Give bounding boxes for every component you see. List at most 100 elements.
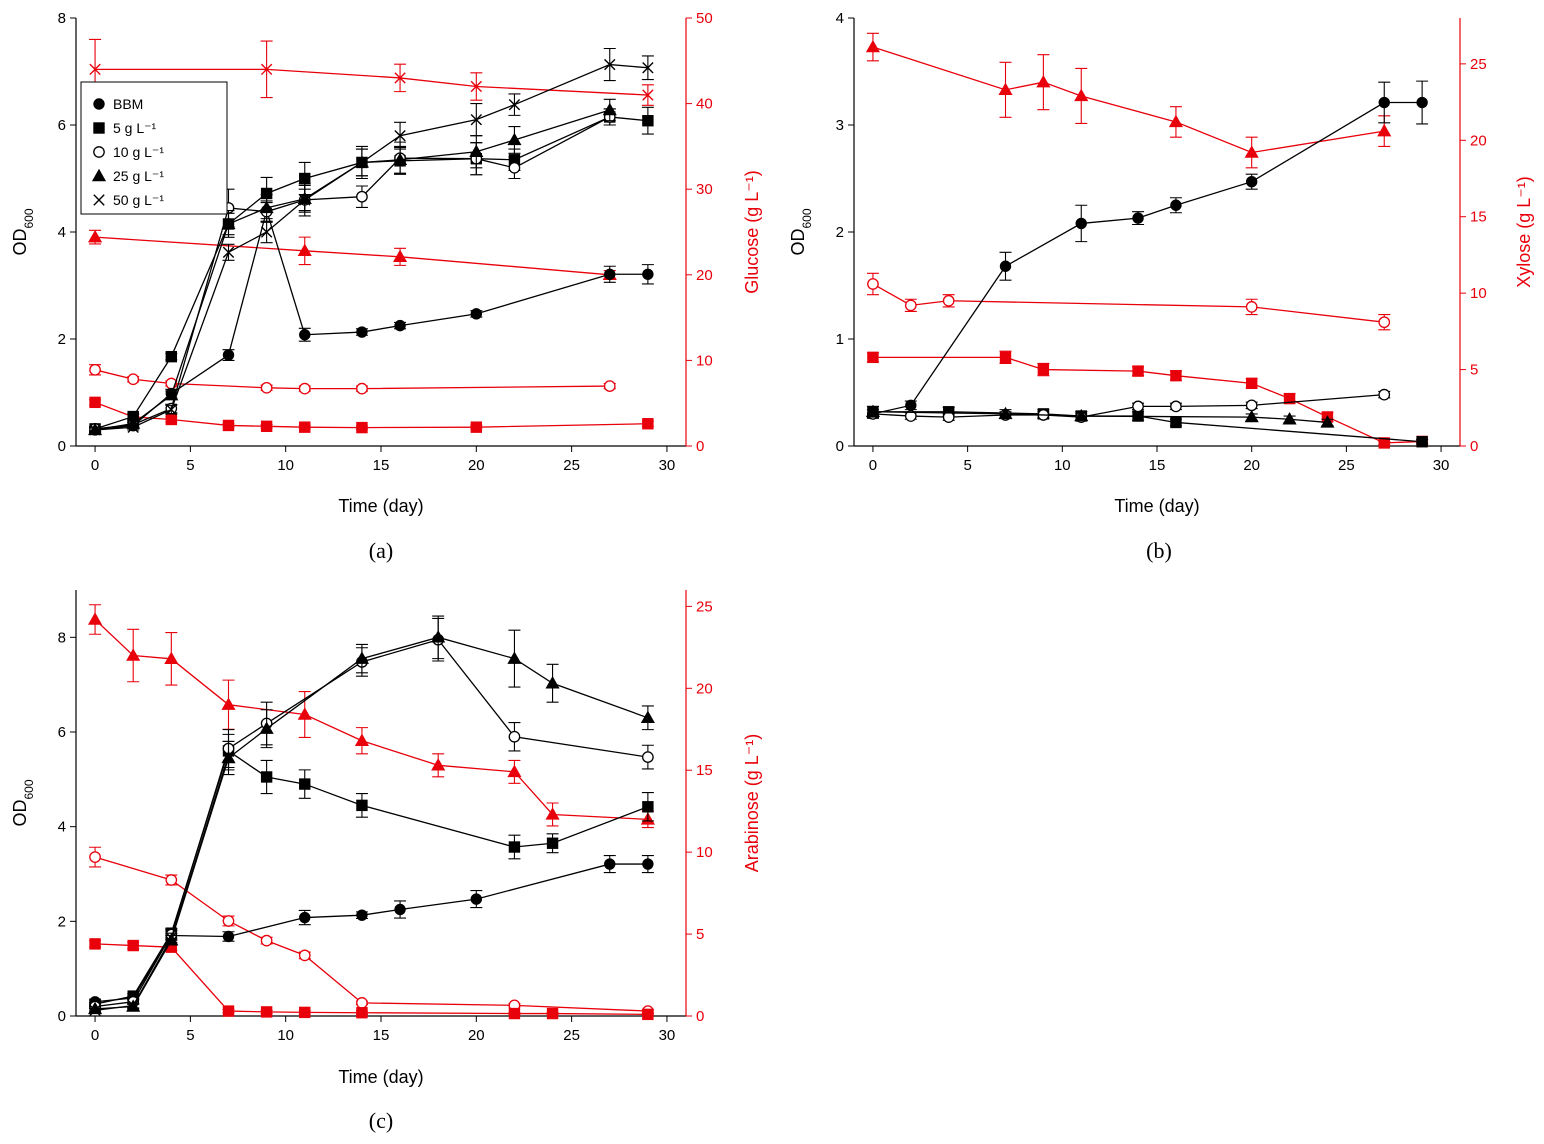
series-line — [95, 236, 610, 276]
legend-label: BBM — [113, 96, 143, 112]
legend: BBM 5 g L⁻¹ 10 g L⁻¹ 25 g L⁻¹ 50 g L⁻¹ — [80, 81, 228, 215]
data-point — [164, 651, 179, 665]
y-tick-label: 1 — [836, 331, 844, 348]
data-point — [394, 130, 406, 142]
data-point — [356, 1007, 368, 1019]
x-axis-title: Time (day) — [338, 1067, 423, 1087]
data-point — [165, 874, 178, 886]
data-point — [904, 410, 917, 422]
data-point — [297, 707, 312, 720]
data-point — [1168, 114, 1183, 128]
data-point — [546, 1007, 559, 1020]
series-line — [94, 116, 648, 430]
x-axis-title: Time (day) — [338, 496, 423, 516]
data-point — [260, 381, 273, 394]
series-line — [94, 755, 230, 1011]
data-point — [1170, 416, 1182, 429]
y-tick-label: 6 — [58, 117, 66, 134]
x-tick-label: 10 — [1054, 457, 1071, 474]
data-point — [546, 837, 559, 849]
data-point — [603, 380, 616, 392]
data-point — [88, 612, 103, 625]
legend-label: 50 g L⁻¹ — [113, 192, 164, 208]
data-point — [1378, 96, 1390, 109]
panel-label: (a) — [369, 538, 393, 563]
data-point — [127, 939, 139, 952]
y2-tick-label: 15 — [696, 762, 713, 779]
y-axis-title: OD600 — [10, 779, 36, 826]
data-point — [1132, 212, 1144, 224]
data-point — [89, 363, 101, 376]
series-line — [94, 749, 649, 1005]
x-tick-label: 5 — [963, 457, 971, 474]
y2-tick-label: 0 — [696, 1008, 704, 1025]
od-series-circle-open — [866, 388, 1391, 423]
data-point — [604, 858, 616, 870]
y2-axis-title: Glucose (g L⁻¹) — [742, 170, 762, 294]
data-point — [393, 249, 408, 263]
panel-label: (c) — [369, 1108, 393, 1133]
data-point — [1074, 408, 1089, 422]
data-point — [1170, 369, 1182, 382]
data-point — [1416, 96, 1428, 109]
y2-tick-label: 5 — [696, 926, 704, 943]
data-point — [1245, 377, 1258, 390]
data-point — [260, 420, 273, 433]
series-line — [94, 619, 648, 821]
y2-tick-label: 30 — [696, 181, 713, 198]
data-point — [508, 730, 521, 743]
x-tick-label: 5 — [186, 457, 194, 474]
series-line — [95, 63, 648, 431]
data-point — [89, 63, 101, 76]
y2-tick-label: 0 — [696, 438, 704, 455]
legend-label: 25 g L⁻¹ — [113, 168, 164, 184]
y-tick-label: 2 — [58, 913, 66, 930]
data-point — [507, 764, 522, 778]
y2-tick-label: 5 — [1470, 362, 1478, 379]
data-point — [508, 161, 521, 174]
data-point — [904, 299, 917, 312]
series-line — [94, 401, 648, 429]
data-point — [1037, 363, 1050, 376]
y-axis-title: OD600 — [788, 208, 814, 255]
data-point — [642, 751, 654, 763]
x-tick-label: 25 — [563, 457, 580, 474]
data-point — [222, 419, 235, 432]
od-series-triangle-filled — [88, 615, 655, 1015]
data-point — [1132, 400, 1144, 413]
data-point — [1170, 199, 1182, 211]
data-point — [89, 396, 101, 409]
data-point — [642, 801, 654, 813]
data-point — [260, 226, 273, 238]
x-tick-label: 30 — [659, 457, 676, 474]
data-point — [1245, 176, 1258, 188]
y2-tick-label: 20 — [1470, 132, 1487, 149]
data-point — [867, 278, 879, 290]
data-point — [1170, 400, 1182, 413]
data-point — [299, 421, 311, 433]
data-point — [356, 799, 368, 812]
sugar-series-triangle-filled — [88, 604, 655, 829]
data-point — [1378, 316, 1391, 329]
y2-axis-title: Xylose (g L⁻¹) — [1514, 176, 1534, 288]
data-point — [394, 72, 406, 84]
series-line — [872, 356, 1423, 444]
y2-axis-title: Arabinose (g L⁻¹) — [742, 734, 762, 873]
data-point — [508, 841, 521, 853]
data-point — [604, 58, 616, 71]
y2-tick-label: 20 — [696, 267, 713, 284]
data-point — [165, 350, 178, 363]
x-tick-label: 25 — [563, 1027, 580, 1044]
data-point — [508, 98, 521, 111]
data-point — [222, 246, 235, 259]
data-point — [1377, 123, 1392, 137]
data-point — [297, 243, 312, 257]
data-point — [222, 930, 235, 943]
data-point — [356, 156, 368, 169]
data-point — [470, 308, 483, 320]
od-series-triangle-filled — [865, 404, 1335, 428]
od-series-square-filled — [89, 733, 654, 1010]
data-point — [1036, 74, 1051, 88]
y-tick-label: 0 — [58, 438, 66, 455]
